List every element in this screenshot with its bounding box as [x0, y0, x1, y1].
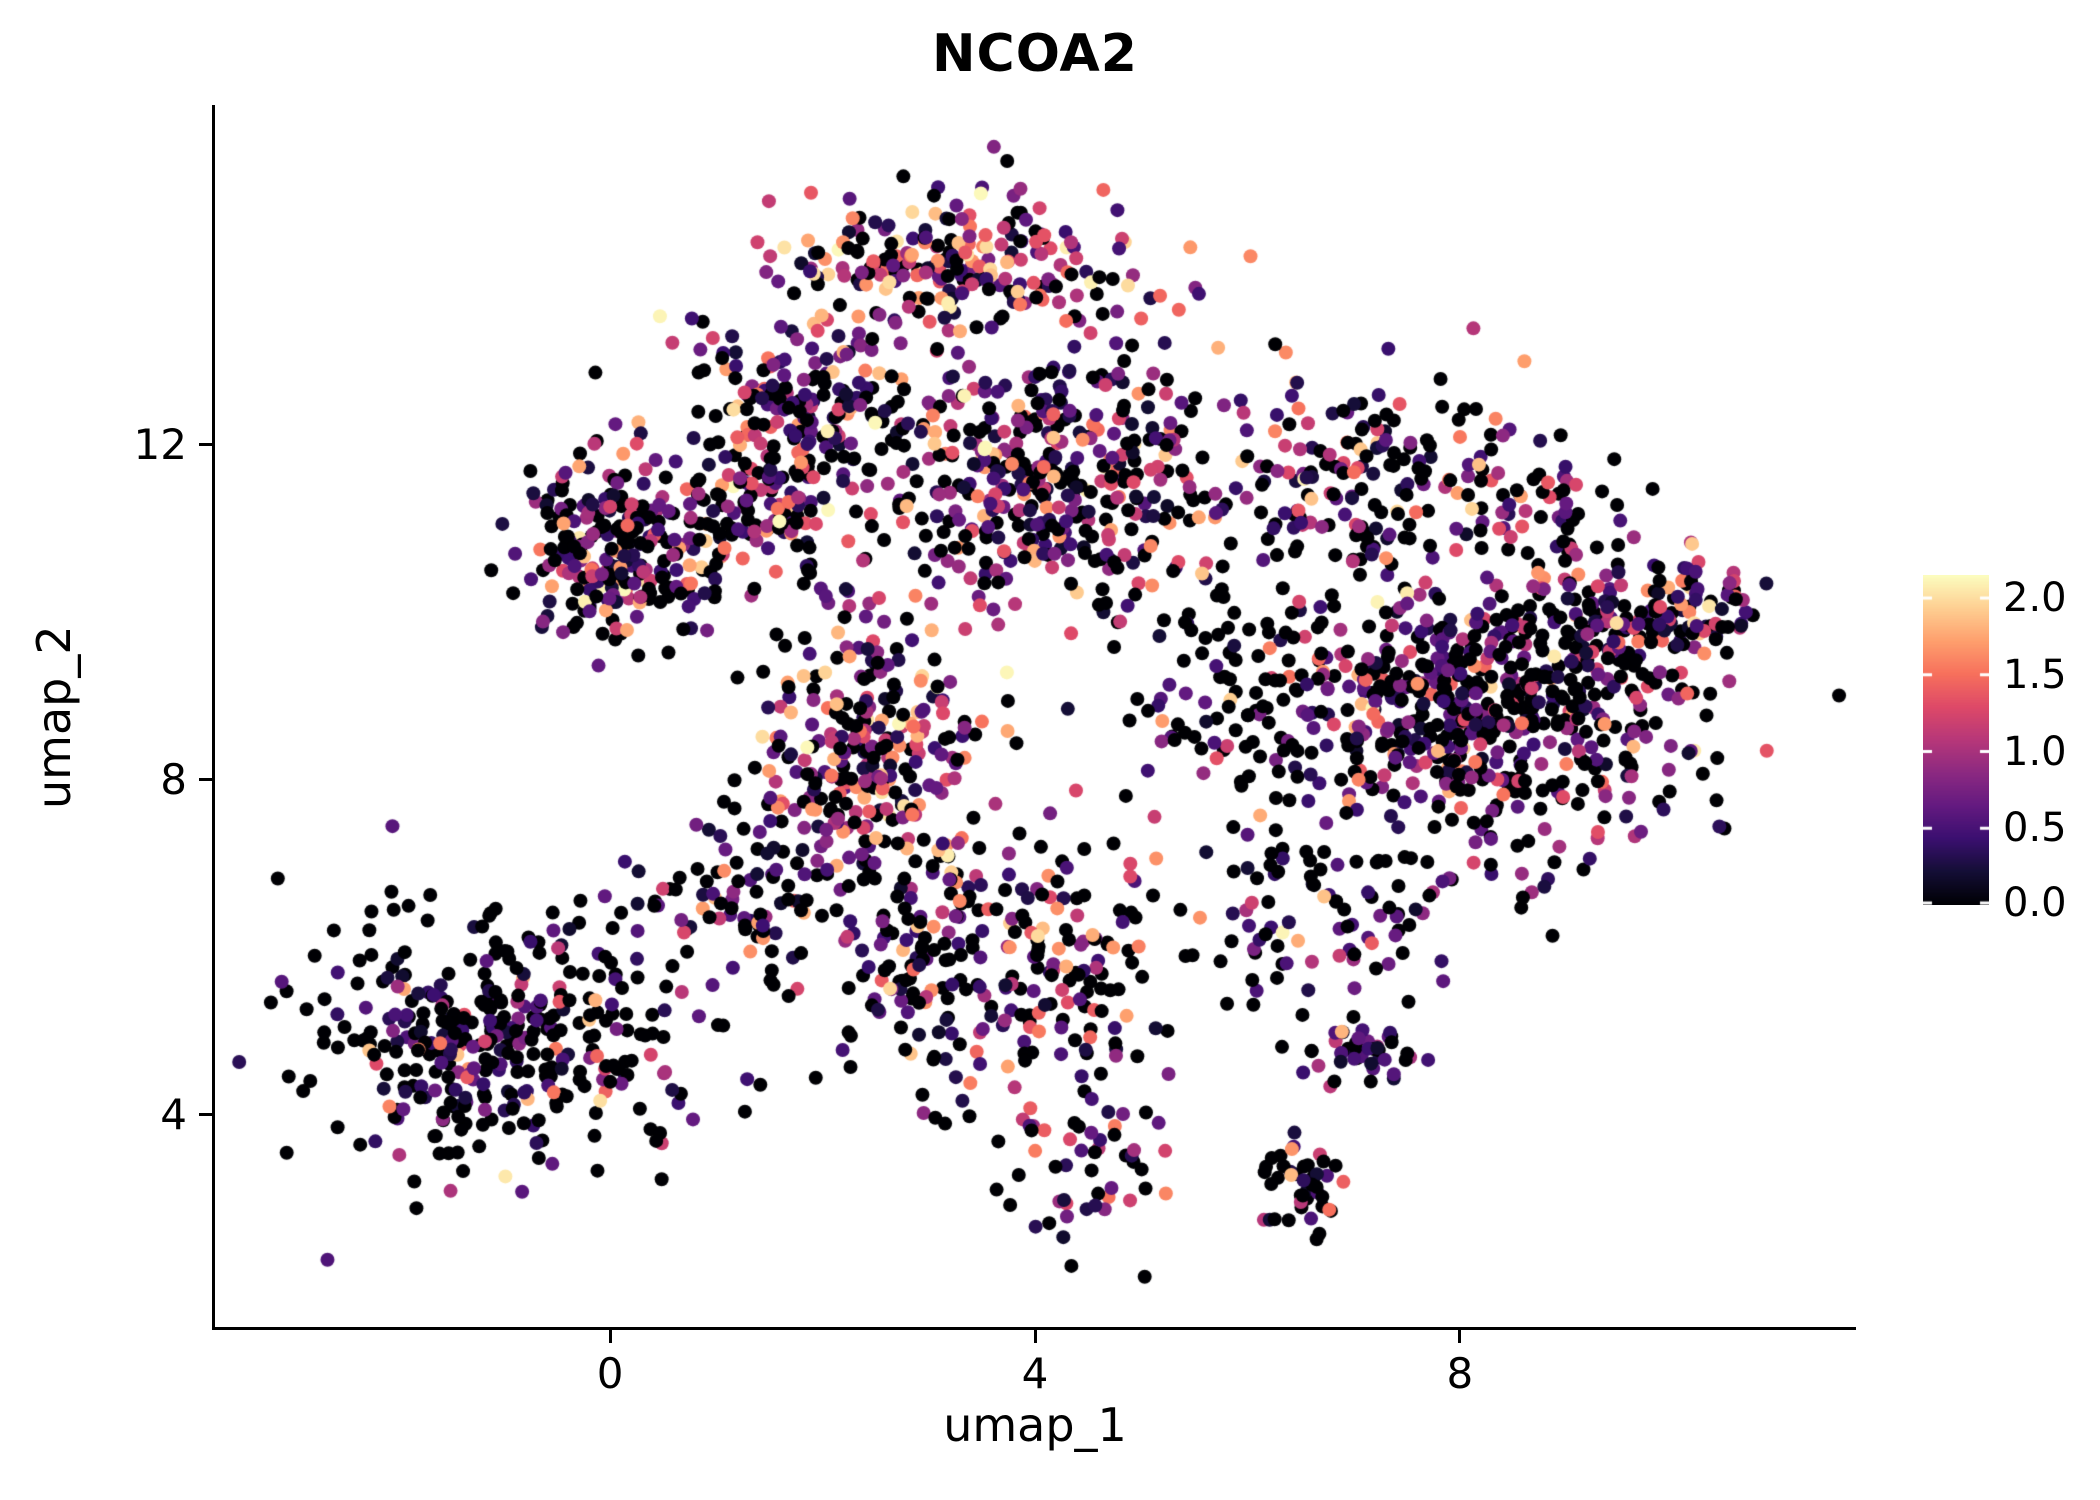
- scatter-canvas: [215, 105, 1855, 1330]
- y-tick-label: 4: [160, 1089, 187, 1139]
- y-tick-mark: [199, 778, 212, 782]
- y-tick-mark: [199, 443, 212, 447]
- y-axis-label: umap_2: [27, 625, 81, 810]
- colorbar-tick-label: 1.0: [2003, 728, 2067, 775]
- y-tick-mark: [199, 1113, 212, 1117]
- x-tick-label: 4: [1021, 1349, 1049, 1398]
- colorbar-gradient: [1923, 575, 1989, 905]
- x-tick-mark: [608, 1330, 612, 1343]
- x-tick-label: 8: [1446, 1349, 1474, 1398]
- y-tick-label: 12: [133, 419, 187, 469]
- colorbar-tick-label: 1.5: [2003, 651, 2067, 698]
- y-tick-label: 8: [160, 754, 187, 804]
- x-tick-mark: [1458, 1330, 1462, 1343]
- colorbar-tick-label: 2.0: [2003, 575, 2067, 622]
- colorbar-tick-label: 0.5: [2003, 805, 2067, 852]
- colorbar-tick-label: 0.0: [2003, 880, 2067, 926]
- plot-title: NCOA2: [932, 24, 1138, 84]
- x-tick-label: 0: [596, 1349, 624, 1398]
- x-tick-mark: [1033, 1330, 1037, 1343]
- x-axis-label: umap_1: [943, 1398, 1127, 1452]
